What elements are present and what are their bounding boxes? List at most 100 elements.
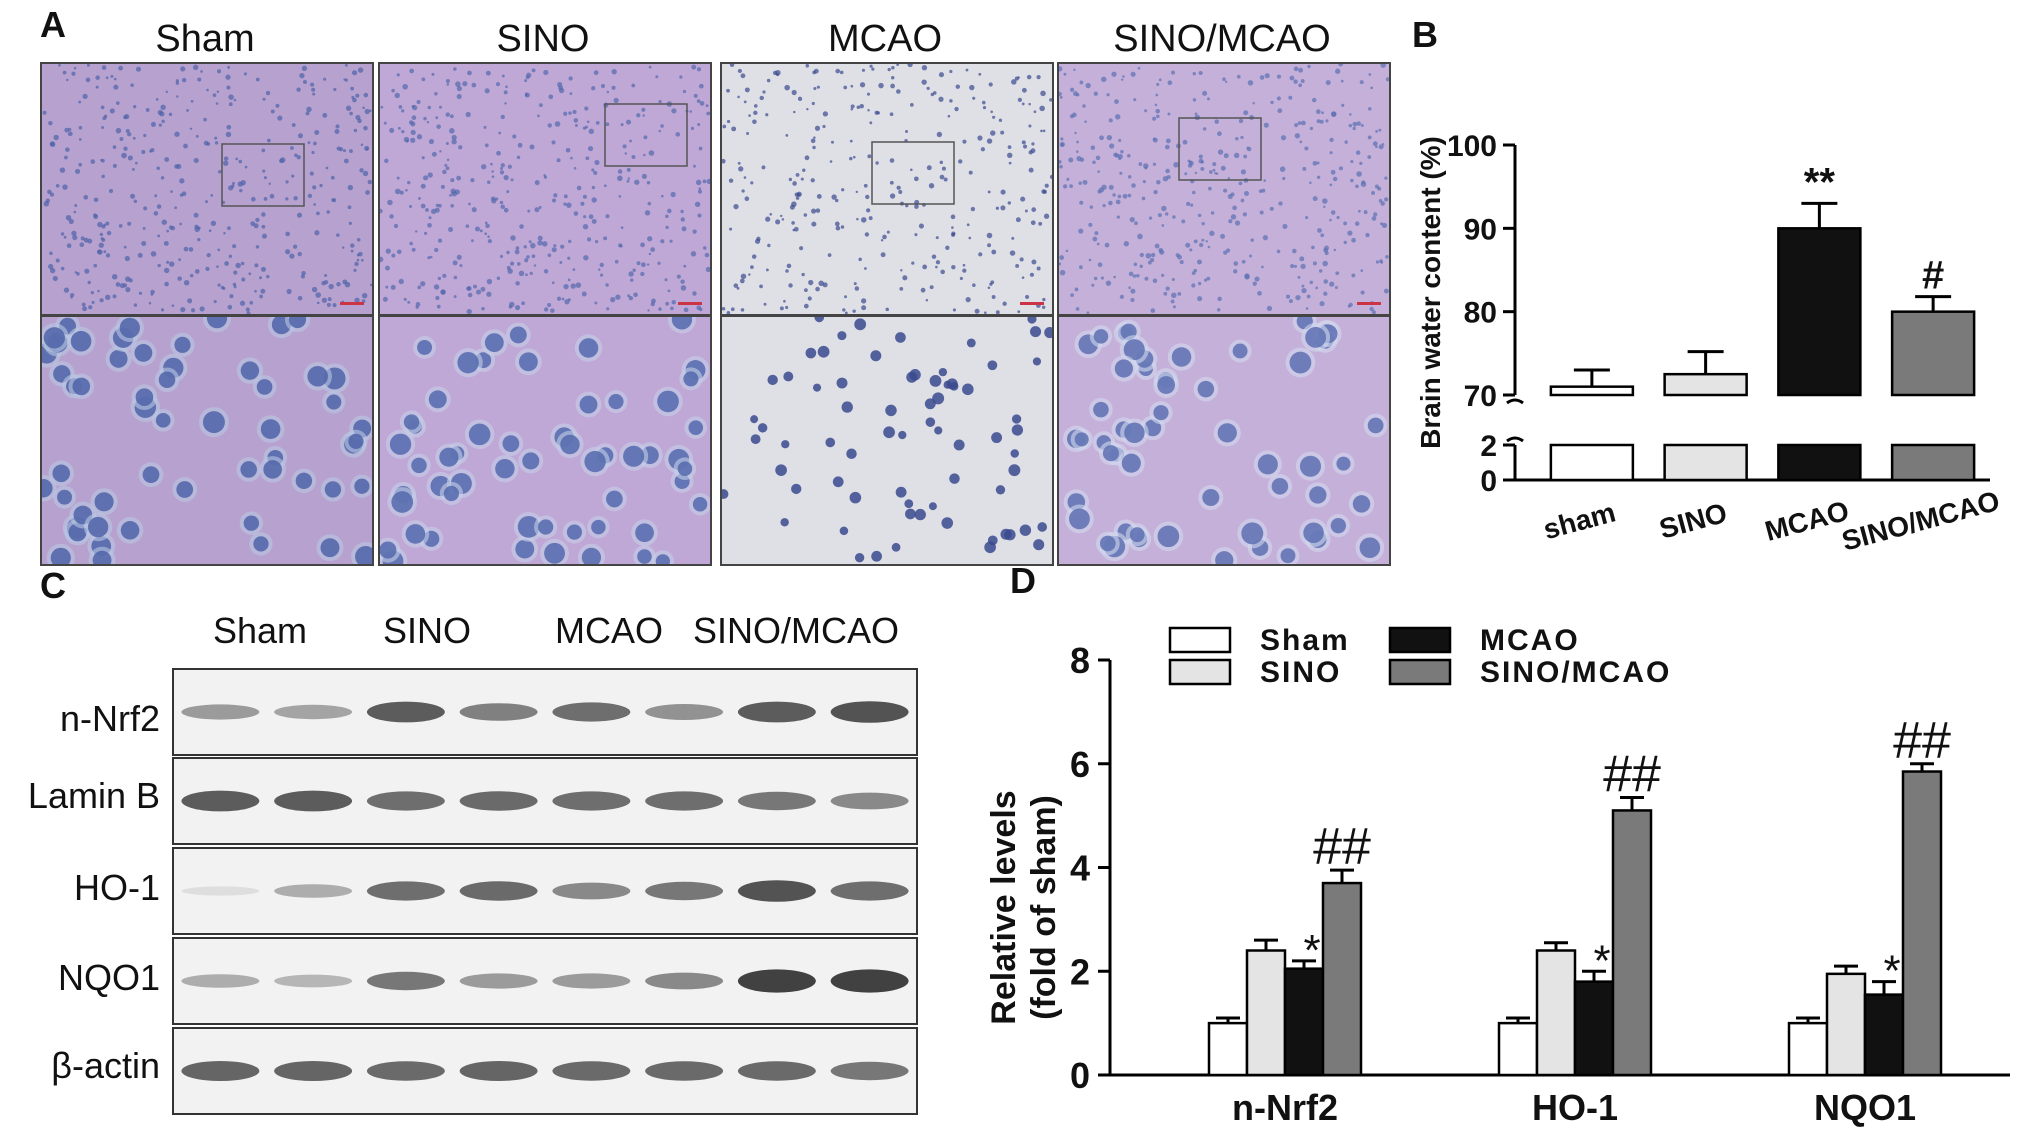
cell-dot [157,263,161,268]
cell-dot [98,242,104,248]
cell-dot [1206,97,1210,101]
cell-dot [909,103,914,107]
cell-dot [722,124,727,129]
significance-mark: ** [1804,160,1836,204]
cell-dot [169,261,175,267]
cell-dot [1243,110,1249,116]
cell-nucleus [87,516,109,538]
cell-dot [631,83,636,88]
cell-dot [1113,275,1116,279]
cell-dot [890,83,895,89]
cell-dot [296,87,301,92]
cell-dot [629,139,632,143]
cell-dot [690,251,697,257]
cell-dot [1367,155,1372,159]
cell-dot [1290,264,1295,269]
cell-dot [1359,80,1364,85]
cell-dot [636,261,641,266]
cell-dot [681,226,687,232]
cell-dot [1329,151,1333,155]
cell-dot [514,304,521,311]
cell-dot [105,294,111,300]
cell-dot [297,133,304,139]
cell-dot [458,145,463,150]
cell-dot [1356,121,1361,126]
cell-dot [1111,71,1117,77]
cell-dot [216,265,219,268]
panel-label-a: A [40,4,66,45]
cell-dot [48,263,54,270]
cell-dot [79,242,85,248]
cell-dot [487,235,490,238]
cell-dot [420,203,426,209]
cell-dot [484,221,488,225]
cell-dot [1138,162,1143,166]
cell-nucleus [914,508,926,521]
cell-dot [640,242,645,248]
cell-dot [922,264,928,270]
cell-dot [658,99,662,104]
cell-dot [241,277,246,282]
blot-band [366,881,445,901]
cell-dot [811,101,815,106]
cell-dot [812,70,816,75]
blot-strip-beta-actin [172,1027,918,1115]
cell-dot [238,159,243,164]
cell-dot [752,119,757,125]
cell-nucleus [1197,380,1215,398]
cell-dot [591,197,597,203]
cell-dot [369,283,372,287]
cell-dot [279,157,286,163]
cell-dot [1193,239,1198,244]
cell-dot [97,249,103,255]
cell-dot [605,214,610,219]
cell-dot [1134,221,1138,226]
cell-nucleus [946,378,958,390]
cell-dot [1306,294,1311,299]
bar [1573,980,1615,1077]
cell-dot [939,160,943,165]
blot-strip-lamin-b [172,757,918,845]
cell-nucleus [389,433,412,455]
cell-dot [507,164,512,169]
cell-dot [1073,68,1076,72]
cell-dot [746,132,750,136]
cell-dot [849,156,853,161]
cell-dot [603,236,608,241]
cell-dot [150,293,154,296]
cell-dot [294,153,298,158]
cell-dot [631,154,636,159]
cell-nucleus [403,414,420,430]
significance-mark: # [1922,254,1944,298]
cell-dot [866,92,871,96]
cell-dot [630,278,634,282]
cell-dot [658,129,661,133]
cell-dot [1009,250,1016,256]
cell-dot [834,221,840,227]
cell-nucleus [1171,347,1192,367]
cell-dot [844,311,848,314]
cell-dot [1066,177,1070,181]
cell-dot [936,131,943,138]
cell-dot [1354,221,1360,226]
cell-dot [479,229,483,233]
cell-nucleus [885,404,897,417]
cell-dot [175,79,179,83]
cell-dot [568,76,573,81]
cell-dot [1152,162,1157,166]
cell-dot [394,188,401,195]
cell-dot [1368,73,1372,76]
cell-dot [214,136,218,140]
cell-dot [521,301,525,306]
cell-dot [333,87,337,92]
cell-dot [216,90,220,94]
cell-dot [1378,128,1382,132]
cell-dot [600,273,604,277]
cell-dot [573,118,579,123]
cell-dot [591,218,597,224]
cell-dot [220,285,225,290]
cell-dot [1114,99,1119,104]
cell-dot [1318,269,1323,273]
cell-dot [1092,236,1098,242]
cell-dot [204,200,209,204]
